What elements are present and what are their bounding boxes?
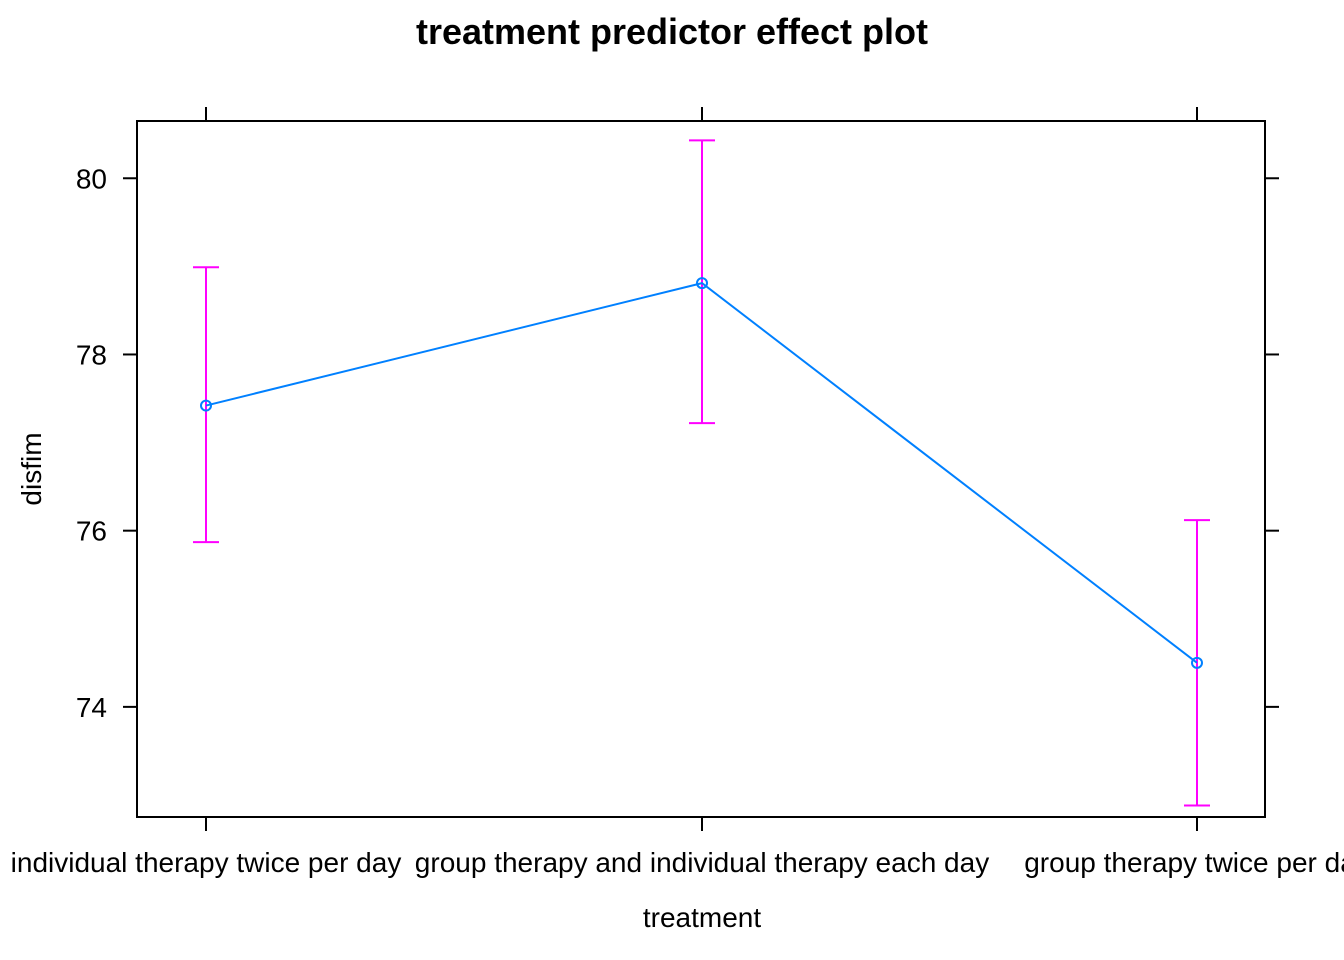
estimate-points — [200, 277, 1203, 669]
error-bars — [193, 139, 1210, 807]
y-tick-label: 76 — [76, 516, 107, 547]
x-tick-label: group therapy twice per day — [1024, 847, 1344, 878]
data-point — [1191, 656, 1203, 669]
data-point — [696, 277, 708, 290]
x-tick-labels: individual therapy twice per day group th… — [11, 847, 1344, 878]
y-tick-label: 80 — [76, 163, 107, 194]
y-tick-labels: 74 76 78 80 — [76, 163, 107, 723]
data-point — [200, 399, 212, 412]
y-axis-label: disfim — [16, 432, 47, 505]
x-tick-label: group therapy and individual therapy eac… — [415, 847, 989, 878]
x-axis-label: treatment — [643, 902, 761, 933]
y-tick-label: 74 — [76, 692, 107, 723]
axis-ticks — [123, 107, 1279, 831]
x-tick-label: individual therapy twice per day — [11, 847, 402, 878]
estimate-line — [205, 282, 1198, 664]
chart-title: treatment predictor effect plot — [416, 11, 928, 52]
y-tick-label: 78 — [76, 339, 107, 370]
